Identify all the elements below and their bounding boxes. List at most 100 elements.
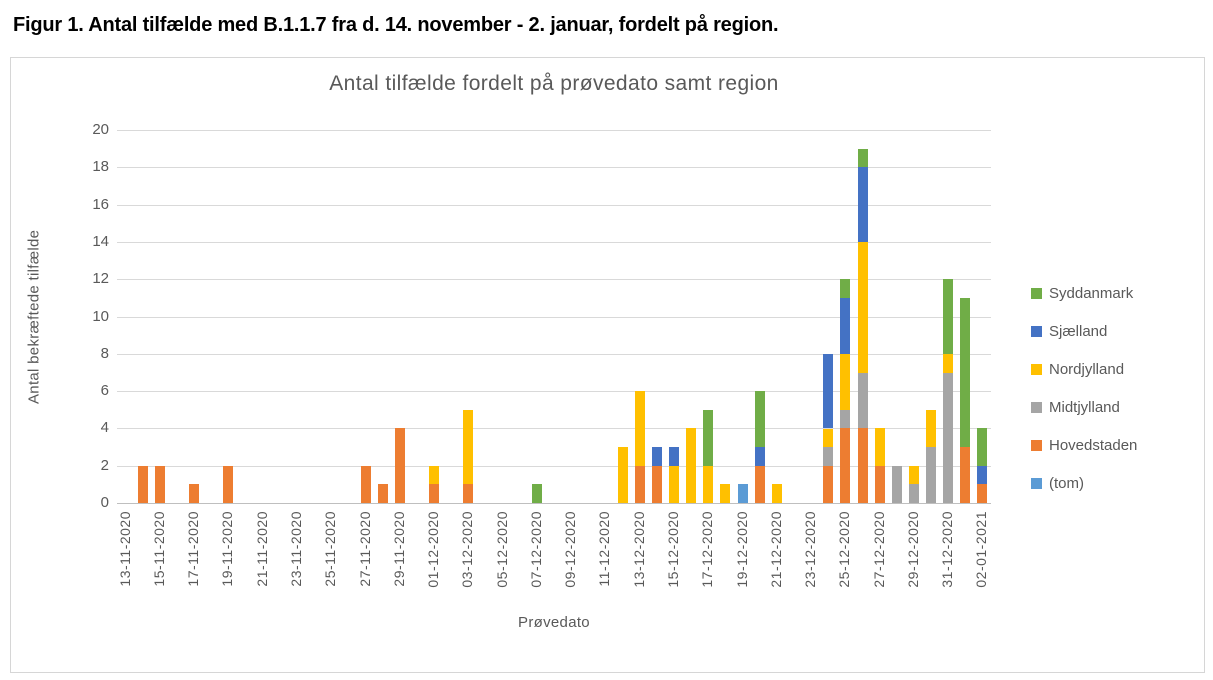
y-tick-label-18: 18 bbox=[92, 158, 109, 176]
plot-area bbox=[117, 130, 991, 504]
bar-segment-Midtjylland-29-12-2020 bbox=[908, 484, 919, 503]
bar-segment-Nordjylland-15-12-2020 bbox=[669, 465, 679, 503]
x-tick-label-15-12-2020: 15-12-2020 bbox=[665, 511, 681, 588]
y-tick-label-6: 6 bbox=[100, 382, 109, 400]
legend-item-Midtjylland: Midtjylland bbox=[1031, 399, 1137, 416]
bar-segment-Hovedstaden-25-12-2020 bbox=[840, 428, 851, 503]
x-tick-label-29-11-2020: 29-11-2020 bbox=[390, 511, 407, 587]
gridline-y-14 bbox=[117, 241, 991, 243]
legend-swatch-Nordjylland bbox=[1031, 364, 1042, 375]
y-tick-label-8: 8 bbox=[100, 344, 109, 362]
legend-label-Syddanmark: Syddanmark bbox=[1049, 285, 1134, 302]
legend-item-(tom): (tom) bbox=[1031, 475, 1137, 492]
legend-swatch-Sjælland bbox=[1031, 326, 1042, 337]
bar-segment-Nordjylland-17-12-2020 bbox=[703, 465, 714, 503]
x-tick-label-07-12-2020: 07-12-2020 bbox=[527, 511, 544, 588]
x-tick-label-27-12-2020: 27-12-2020 bbox=[870, 511, 887, 588]
legend-swatch-Syddanmark bbox=[1031, 288, 1042, 299]
bar-segment-Sjælland-02-01-2021 bbox=[977, 465, 988, 485]
bar-segment-Nordjylland-18-12-2020 bbox=[720, 484, 731, 503]
legend-label-(tom): (tom) bbox=[1049, 475, 1084, 492]
bar-segment-Syddanmark-20-12-2020 bbox=[754, 391, 765, 448]
bar-segment-Nordjylland-13-12-2020 bbox=[634, 391, 645, 466]
bar-segment-Syddanmark-25-12-2020 bbox=[840, 279, 851, 298]
bar-segment-Syddanmark-02-01-2021 bbox=[977, 428, 988, 466]
x-tick-label-09-12-2020: 09-12-2020 bbox=[562, 511, 579, 588]
bar-segment-Hovedstaden-27-11-2020 bbox=[360, 465, 371, 503]
gridline-y-8 bbox=[117, 353, 991, 355]
bar-segment-Nordjylland-25-12-2020 bbox=[840, 353, 851, 410]
y-tick-label-2: 2 bbox=[100, 456, 109, 474]
legend-item-Syddanmark: Syddanmark bbox=[1031, 285, 1137, 302]
x-tick-label-23-12-2020: 23-12-2020 bbox=[802, 511, 819, 588]
bar-segment-Nordjylland-31-12-2020 bbox=[943, 353, 954, 373]
bar-segment-Syddanmark-31-12-2020 bbox=[943, 279, 954, 354]
bar-segment-Nordjylland-27-12-2020 bbox=[874, 428, 885, 466]
bar-segment-Nordjylland-01-12-2020 bbox=[429, 465, 439, 485]
bar-segment-Hovedstaden-01-01-2021 bbox=[960, 447, 971, 503]
bar-segment-Hovedstaden-26-12-2020 bbox=[857, 428, 868, 503]
y-tick-label-10: 10 bbox=[92, 307, 109, 325]
legend-label-Nordjylland: Nordjylland bbox=[1049, 361, 1125, 378]
bar-segment-Midtjylland-30-12-2020 bbox=[926, 447, 936, 503]
chart-title: Antal tilfælde fordelt på prøvedato samt… bbox=[329, 72, 779, 95]
chart-frame: Antal tilfælde fordelt på prøvedato samt… bbox=[10, 57, 1205, 673]
y-tick-label-4: 4 bbox=[100, 419, 109, 437]
legend-swatch-Midtjylland bbox=[1031, 402, 1042, 413]
bar-segment-Syddanmark-26-12-2020 bbox=[857, 148, 868, 168]
bar-segment-Nordjylland-29-12-2020 bbox=[908, 465, 919, 485]
bar-segment-Hovedstaden-13-12-2020 bbox=[634, 465, 645, 503]
bar-segment-Midtjylland-31-12-2020 bbox=[943, 372, 954, 503]
bar-segment-Hovedstaden-03-12-2020 bbox=[463, 484, 474, 503]
bar-segment-Hovedstaden-20-12-2020 bbox=[754, 465, 765, 503]
bar-segment-Syddanmark-17-12-2020 bbox=[703, 409, 714, 466]
bar-segment-Nordjylland-12-12-2020 bbox=[617, 447, 628, 503]
x-tick-label-21-11-2020: 21-11-2020 bbox=[253, 511, 270, 587]
x-tick-label-31-12-2020: 31-12-2020 bbox=[939, 511, 956, 588]
y-tick-label-20: 20 bbox=[92, 121, 109, 138]
bar-segment-Hovedstaden-14-12-2020 bbox=[651, 465, 662, 503]
legend-label-Sjælland: Sjælland bbox=[1049, 323, 1108, 340]
bar-segment-Sjælland-15-12-2020 bbox=[669, 447, 679, 466]
bar-segment-Sjælland-14-12-2020 bbox=[651, 447, 662, 466]
gridline-y-0 bbox=[117, 503, 991, 504]
x-tick-label-29-12-2020: 29-12-2020 bbox=[904, 511, 921, 588]
bar-segment-Hovedstaden-14-11-2020 bbox=[137, 465, 148, 503]
gridline-y-10 bbox=[117, 316, 991, 318]
legend: Syddanmark Sjælland Nordjylland Midtjylland… bbox=[1031, 285, 1137, 492]
bar-segment-Sjælland-20-12-2020 bbox=[754, 447, 765, 466]
gridline-y-6 bbox=[117, 391, 991, 393]
x-axis-title: Prøvedato bbox=[518, 614, 590, 631]
bar-segment-Midtjylland-25-12-2020 bbox=[840, 409, 851, 429]
bar-segment-Midtjylland-26-12-2020 bbox=[857, 372, 868, 429]
figure-title: Figur 1. Antal tilfælde med B.1.1.7 fra … bbox=[13, 14, 779, 36]
gridline-y-20 bbox=[117, 130, 991, 131]
x-tick-label-19-11-2020: 19-11-2020 bbox=[219, 511, 236, 587]
x-tick-label-02-01-2021: 02-01-2021 bbox=[973, 511, 990, 588]
bar-segment-Nordjylland-16-12-2020 bbox=[686, 428, 697, 503]
x-tick-label-05-12-2020: 05-12-2020 bbox=[493, 511, 510, 588]
x-tick-label-13-12-2020: 13-12-2020 bbox=[630, 511, 647, 588]
x-tick-label-23-11-2020: 23-11-2020 bbox=[287, 511, 304, 587]
bar-segment-Sjælland-25-12-2020 bbox=[840, 297, 851, 354]
x-tick-label-21-12-2020: 21-12-2020 bbox=[767, 511, 784, 588]
x-tick-label-17-12-2020: 17-12-2020 bbox=[699, 511, 716, 588]
y-tick-label-14: 14 bbox=[92, 232, 109, 250]
bar-segment-Nordjylland-26-12-2020 bbox=[857, 242, 868, 373]
gridline-y-2 bbox=[117, 465, 991, 467]
bar-segment-Hovedstaden-27-12-2020 bbox=[874, 465, 885, 503]
bar-segment-Midtjylland-24-12-2020 bbox=[823, 447, 834, 466]
legend-label-Hovedstaden: Hovedstaden bbox=[1049, 437, 1138, 454]
legend-label-Midtjylland: Midtjylland bbox=[1049, 399, 1120, 416]
gridline-y-16 bbox=[117, 204, 991, 206]
legend-swatch-(tom) bbox=[1031, 478, 1042, 489]
x-tick-label-19-12-2020: 19-12-2020 bbox=[733, 511, 750, 588]
bar-segment-Hovedstaden-19-11-2020 bbox=[223, 465, 234, 503]
gridline-y-18 bbox=[117, 167, 991, 169]
x-tick-label-17-11-2020: 17-11-2020 bbox=[185, 511, 202, 587]
bar-segment-(tom)-19-12-2020 bbox=[737, 484, 748, 503]
gridline-y-4 bbox=[117, 428, 991, 430]
bar-segment-Hovedstaden-17-11-2020 bbox=[189, 484, 200, 503]
bar-segment-Hovedstaden-02-01-2021 bbox=[977, 484, 988, 503]
bar-segment-Sjælland-26-12-2020 bbox=[857, 167, 868, 242]
